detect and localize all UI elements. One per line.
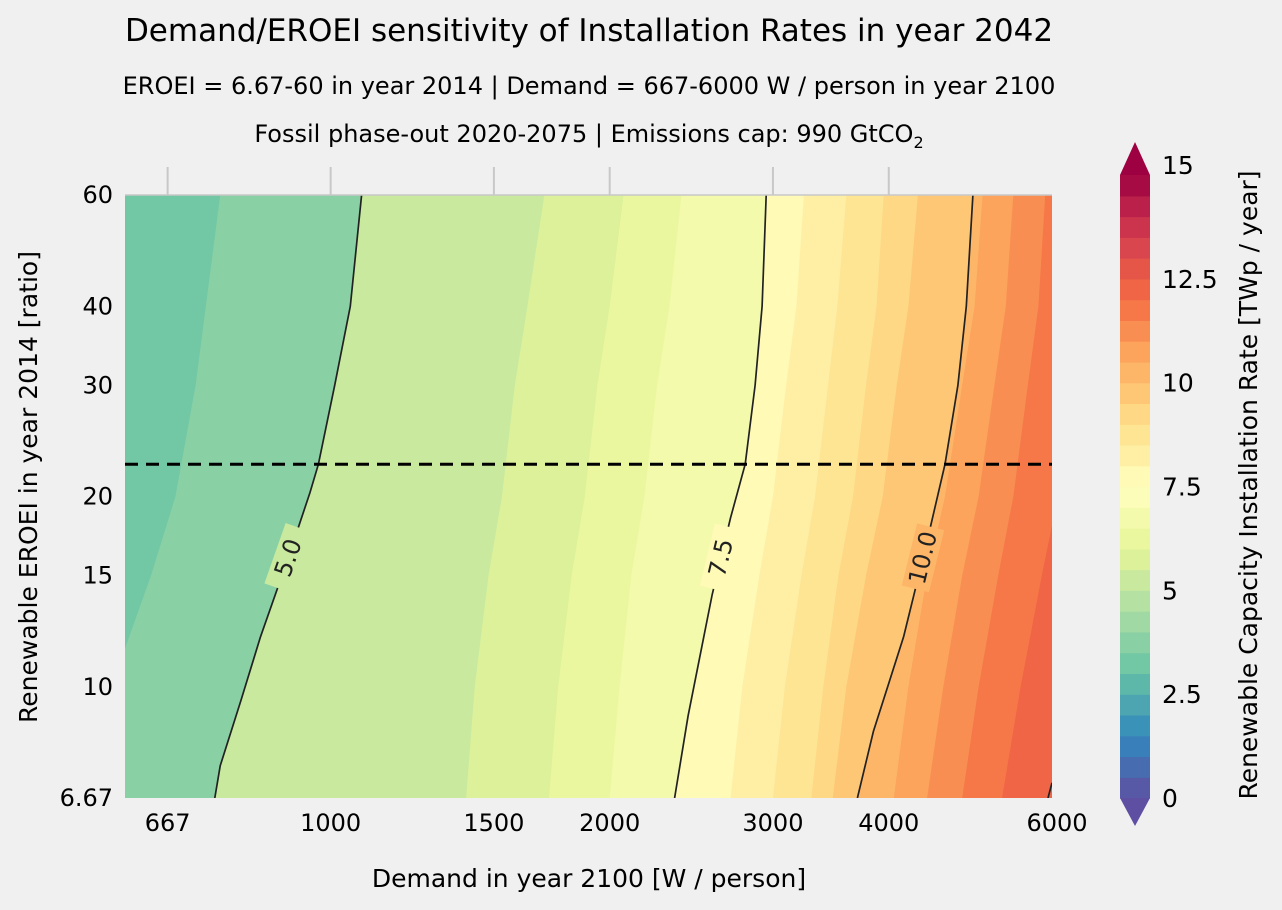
colorbar-segment (1120, 735, 1150, 758)
colorbar-segment (1120, 694, 1150, 716)
y-tick-label: 30 (82, 371, 113, 399)
colorbar-segment (1120, 590, 1150, 612)
colorbar-segment (1120, 486, 1150, 508)
colorbar-segment (1120, 424, 1150, 446)
x-tick-label: 4000 (858, 809, 919, 837)
contour-line-5 (213, 195, 363, 798)
contour-band (1002, 525, 1052, 798)
colorbar-segment (1120, 403, 1150, 425)
x-tick-label: 3000 (742, 809, 803, 837)
contour-label-bg (901, 523, 945, 593)
chart-subtitle-2-sub: 2 (913, 133, 923, 152)
contour-line-10 (856, 195, 974, 798)
x-tick-label: 2000 (579, 809, 640, 837)
colorbar-segment (1120, 216, 1150, 238)
x-tick-label: 6000 (1026, 809, 1087, 837)
colorbar-label: Renewable Capacity Installation Rate [TW… (1234, 170, 1263, 799)
colorbar-tick-label: 7.5 (1162, 473, 1202, 502)
y-tick-label: 20 (82, 483, 113, 511)
colorbar-segment (1120, 507, 1150, 529)
colorbar-tick-label: 0 (1162, 784, 1178, 813)
colorbar-tick-label: 15 (1162, 151, 1194, 180)
chart-title: Demand/EROEI sensitivity of Installation… (125, 13, 1053, 49)
colorbar-tick-label: 2.5 (1162, 680, 1202, 709)
colorbar-segment (1120, 611, 1150, 633)
colorbar-segment (1120, 382, 1150, 405)
colorbar-extend-max (1120, 142, 1150, 175)
colorbar-segment (1120, 528, 1150, 550)
colorbar-segment (1120, 361, 1150, 384)
x-tick-label: 667 (145, 809, 191, 837)
y-tick-label: 60 (82, 181, 113, 209)
colorbar-segment (1120, 714, 1150, 737)
colorbar-segment (1120, 258, 1150, 280)
colorbar-segment (1120, 465, 1150, 488)
colorbar-segment (1120, 299, 1150, 321)
contour-line-12.5 (1047, 782, 1052, 798)
colorbar-extend-min (1120, 798, 1150, 826)
colorbar-tick-label: 5 (1162, 576, 1178, 605)
colorbar-segment (1120, 756, 1150, 778)
chart-subtitle-1: EROEI = 6.67-60 in year 2014 | Demand = … (123, 72, 1056, 100)
x-tick-label: 1500 (463, 809, 524, 837)
colorbar-segment (1120, 278, 1150, 301)
colorbar-segment (1120, 341, 1150, 363)
chart-subtitle-2: Fossil phase-out 2020-2075 | Emissions c… (254, 120, 923, 152)
x-axis-label: Demand in year 2100 [W / person] (372, 864, 806, 893)
colorbar-segment (1120, 652, 1150, 674)
colorbar-segment (1120, 569, 1150, 591)
colorbar-segment (1120, 673, 1150, 695)
colorbar-segment (1120, 631, 1150, 654)
y-axis-label: Renewable EROEI in year 2014 [ratio] (14, 251, 43, 723)
colorbar-tick-label: 10 (1162, 369, 1194, 398)
colorbar: 0 2.5 5 7.5 10 12.5 15 (1120, 142, 1218, 826)
x-tick-label: 1000 (300, 809, 361, 837)
colorbar-segment (1120, 175, 1150, 197)
colorbar-segment (1120, 548, 1150, 571)
contour-line-7.5 (673, 195, 768, 798)
y-tick-label: 40 (82, 292, 113, 320)
colorbar-segment (1120, 320, 1150, 342)
colorbar-segment (1120, 237, 1150, 259)
chart-subtitle-2-main: Fossil phase-out 2020-2075 | Emissions c… (254, 120, 913, 148)
colorbar-segment (1120, 777, 1150, 799)
colorbar-segment (1120, 195, 1150, 218)
colorbar-tick-label: 12.5 (1162, 265, 1218, 294)
y-tick-label: 6.67 (60, 784, 113, 812)
plot-area: 5.0 7.5 10.0 (125, 195, 1052, 798)
contour-label-bg (264, 522, 313, 593)
colorbar-segment (1120, 444, 1150, 467)
y-tick-label: 15 (82, 562, 113, 590)
contour-label-bg (699, 523, 743, 593)
y-tick-label: 10 (82, 673, 113, 701)
